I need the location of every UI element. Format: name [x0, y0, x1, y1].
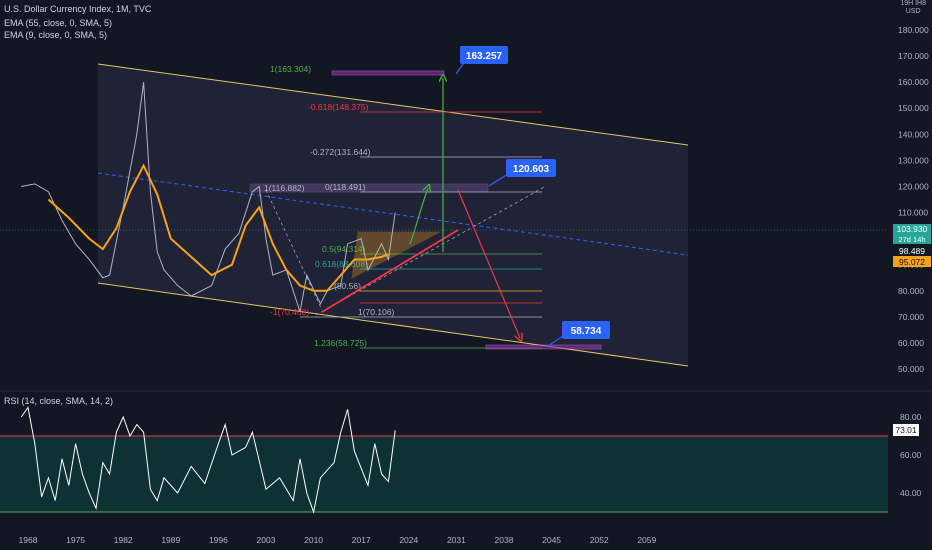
- price-series-line: [21, 82, 396, 312]
- time-tick-4: 1996: [209, 535, 228, 545]
- fib-label-0: 0(118.491): [325, 182, 366, 192]
- price-tick-5: 130.000: [898, 155, 929, 165]
- price-tick-6: 120.000: [898, 181, 929, 191]
- rsi-tick-1: 60.00: [900, 450, 922, 460]
- fib-label-0-618: 0.618(88.608): [315, 259, 368, 269]
- time-tick-2: 1982: [114, 535, 133, 545]
- projection-path-up[interactable]: [409, 188, 428, 245]
- time-tick-11: 2045: [542, 535, 561, 545]
- price-tick-3: 150.000: [898, 103, 929, 113]
- fib-zone-bottom: [485, 344, 602, 350]
- triangle-pattern[interactable]: [351, 231, 441, 279]
- channel-mid-line[interactable]: [97, 172, 689, 256]
- price-tick-12: 50.000: [898, 364, 924, 374]
- time-tick-12: 2052: [590, 535, 609, 545]
- ema55-line: [47, 163, 389, 292]
- time-tick-6: 2010: [304, 535, 323, 545]
- price-tag-ema9-value: 98.489: [899, 246, 925, 256]
- rsi-axis[interactable]: 80.00 60.00 40.00: [900, 412, 922, 498]
- fib-label-80: (80.56): [334, 281, 361, 291]
- time-tick-8: 2024: [399, 535, 418, 545]
- callout-120-text: 120.603: [513, 164, 550, 175]
- time-tick-3: 1989: [161, 535, 180, 545]
- trendline-support[interactable]: [321, 229, 459, 313]
- time-axis[interactable]: 1968 1975 1982 1989 1996 2003 2010 2017 2024 2031…: [19, 535, 657, 545]
- indicator-ema55-label[interactable]: EMA (55, close, 0, SMA, 5): [4, 18, 113, 28]
- fib-label-0-5: 0.5(94.314): [322, 244, 366, 254]
- time-tick-10: 2038: [495, 535, 514, 545]
- rsi-tag-value: 73.01: [895, 425, 917, 435]
- rsi-tag: 73.01: [893, 424, 919, 436]
- fib-zone-top: [331, 70, 445, 76]
- price-tick-4: 140.000: [898, 129, 929, 139]
- callout-163-text: 163.257: [466, 51, 503, 62]
- callout-58[interactable]: 58.734: [547, 321, 610, 347]
- price-tick-9: 80.000: [898, 286, 924, 296]
- time-tick-13: 2059: [637, 535, 656, 545]
- rsi-tick-0: 80.00: [900, 412, 922, 422]
- price-tick-7: 110.000: [898, 208, 928, 218]
- price-tick-10: 70.000: [898, 312, 924, 322]
- rsi-tick-2: 40.00: [900, 488, 922, 498]
- fib-label-1-bottom: 1(70.106): [358, 307, 395, 317]
- axis-unit: 19H IH8 USD: [900, 0, 926, 16]
- price-tick-0: 180.000: [898, 25, 929, 35]
- callout-120[interactable]: 120.603: [488, 159, 556, 187]
- time-tick-1: 1975: [66, 535, 85, 545]
- axis-unit-line2: USD: [905, 8, 921, 15]
- rsi-line: [20, 406, 396, 514]
- price-tag-current: 103.930 27d 14h: [893, 224, 931, 244]
- fib-label-neg1: -1(70.460): [270, 307, 309, 317]
- callout-163[interactable]: 163.257: [455, 46, 508, 75]
- price-tick-11: 60.000: [898, 338, 924, 348]
- indicator-ema9-label[interactable]: EMA (9, close, 0, SMA, 5): [4, 30, 108, 40]
- chart-title: U.S. Dollar Currency Index, 1M, TVC: [4, 4, 152, 14]
- axis-unit-line1: 19H IH8: [900, 0, 926, 7]
- channel-area: [98, 64, 688, 366]
- time-tick-7: 2017: [352, 535, 371, 545]
- fib-label-1-236: 1.236(58.725): [314, 338, 367, 348]
- price-tag-ema55: 95.072: [893, 256, 931, 267]
- price-tag-ema9: 98.489: [893, 245, 931, 256]
- price-tag-current-value: 103.930: [897, 224, 928, 234]
- rsi-band: [0, 436, 888, 512]
- time-tick-5: 2003: [257, 535, 276, 545]
- price-tag-countdown: 27d 14h: [898, 235, 925, 244]
- callout-58-text: 58.734: [571, 326, 602, 337]
- fib-label-neg0618: -0.618(148.375): [308, 102, 369, 112]
- fib-label-1-left: 1(116.882): [264, 183, 305, 193]
- rsi-indicator-label[interactable]: RSI (14, close, SMA, 14, 2): [4, 396, 114, 406]
- channel-upper-line[interactable]: [97, 63, 689, 146]
- time-tick-9: 2031: [447, 535, 466, 545]
- fib-label-1-top: 1(163.304): [270, 64, 311, 74]
- price-axis[interactable]: 180.000 170.000 160.000 150.000 140.000 130.0…: [898, 25, 929, 374]
- time-tick-0: 1968: [19, 535, 38, 545]
- fib-label-neg0272: -0.272(131.644): [310, 147, 371, 157]
- projection-arrow-down[interactable]: [457, 189, 520, 338]
- price-tick-1: 170.000: [898, 51, 929, 61]
- price-tick-2: 160.000: [898, 77, 929, 87]
- channel-lower-line[interactable]: [97, 282, 689, 367]
- price-tag-ema55-value: 95.072: [899, 257, 925, 267]
